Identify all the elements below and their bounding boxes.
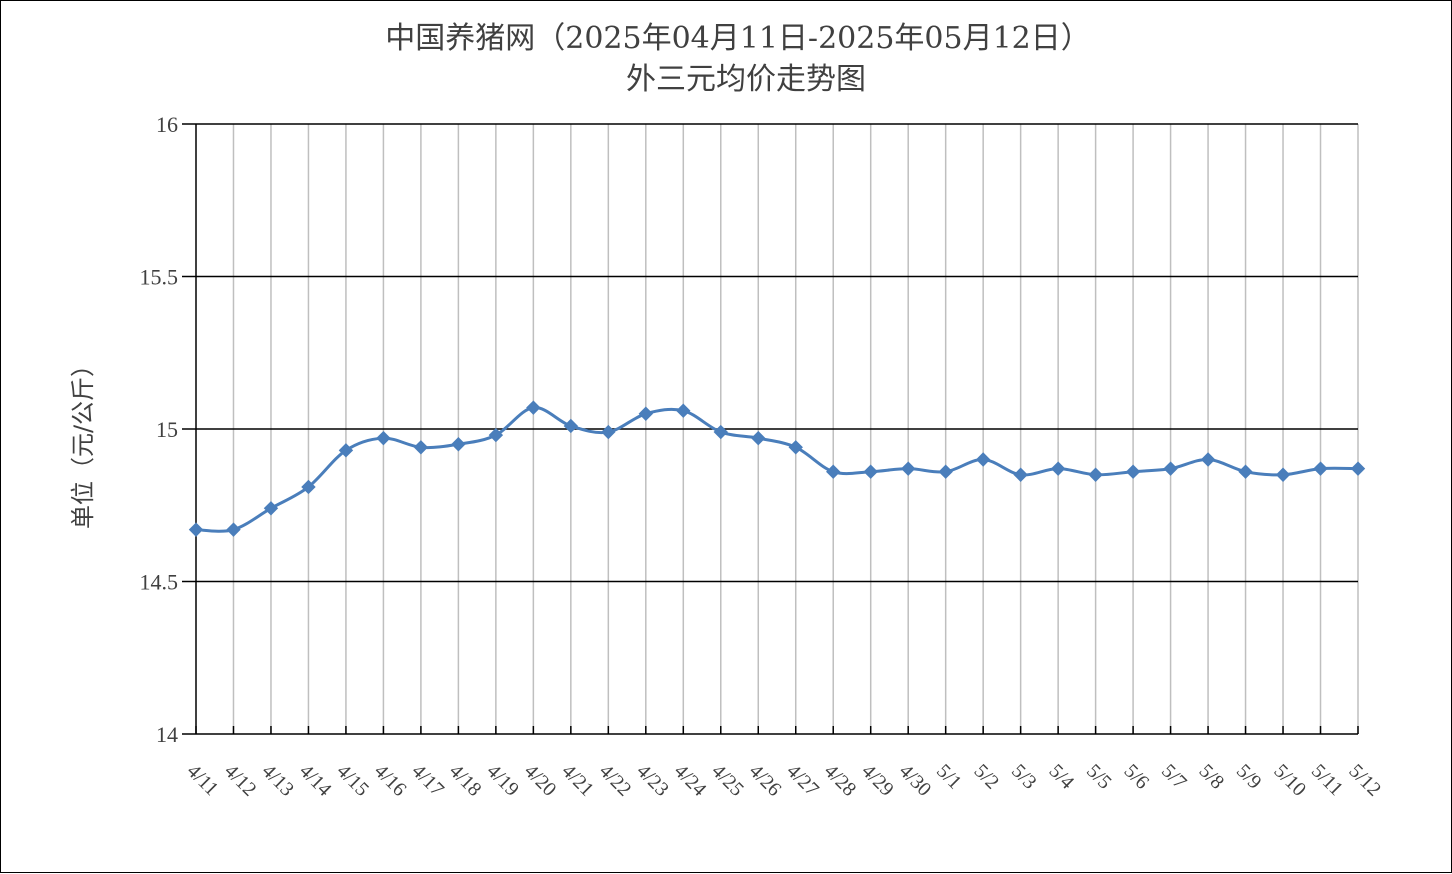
x-tick-label: 5/3: [1007, 760, 1041, 794]
x-tick-label: 4/28: [820, 760, 861, 801]
x-tick-label: 4/19: [482, 760, 523, 801]
data-point: [1088, 467, 1103, 482]
data-point: [863, 464, 878, 479]
x-tick-label: 5/12: [1344, 760, 1385, 801]
data-point: [676, 403, 691, 418]
x-tick-label: 4/13: [257, 760, 298, 801]
x-tick-label: 4/14: [295, 760, 336, 801]
x-tick-label: 5/5: [1082, 760, 1116, 794]
data-point: [826, 464, 841, 479]
chart-subtitle: 外三元均价走势图: [626, 62, 866, 97]
x-tick-label: 4/25: [707, 760, 748, 801]
data-point: [451, 437, 466, 452]
data-point: [788, 440, 803, 455]
x-tick-label: 4/27: [782, 760, 823, 801]
x-tick-label: 4/23: [632, 760, 673, 801]
data-point: [601, 424, 616, 440]
data-point: [563, 418, 579, 434]
data-point: [1275, 467, 1291, 482]
y-tick-label: 16: [156, 112, 178, 137]
data-point: [938, 464, 953, 479]
data-point: [526, 400, 541, 415]
chart-title: 中国养猪网（2025年04月11日-2025年05月12日）: [385, 21, 1091, 56]
y-tick-label: 14.5: [140, 570, 179, 595]
x-tick-label: 5/2: [970, 760, 1004, 794]
data-point: [188, 522, 204, 537]
data-point: [226, 522, 241, 537]
x-tick-label: 5/6: [1120, 760, 1154, 794]
y-tick-label: 14: [156, 722, 178, 747]
data-point: [1313, 461, 1328, 476]
axes: [182, 123, 1359, 735]
data-point: [638, 406, 654, 421]
x-tick-label: 5/9: [1232, 760, 1266, 794]
data-point: [1350, 461, 1366, 476]
x-tick-label: 4/15: [332, 760, 373, 801]
series-layer: [188, 400, 1366, 537]
y-tick-label: 15.5: [140, 265, 179, 290]
y-tick-label: 15: [156, 417, 178, 442]
x-tick-label: 4/29: [857, 760, 898, 801]
x-tick-label: 5/10: [1269, 760, 1310, 801]
x-tick-label: 5/1: [932, 760, 966, 794]
data-point: [413, 440, 429, 455]
data-point: [751, 430, 766, 446]
y-tick-labels: 14 14.5 15 15.5 16: [140, 112, 179, 747]
x-tick-label: 4/26: [745, 760, 786, 801]
data-point: [713, 424, 728, 440]
x-tick-label: 4/16: [370, 760, 411, 801]
data-point: [301, 479, 316, 495]
x-tick-label: 5/7: [1157, 760, 1191, 794]
data-point: [1050, 461, 1066, 476]
x-tick-label: 4/24: [670, 760, 711, 801]
y-axis-label: 单位（元/公斤）: [69, 353, 97, 529]
data-point: [488, 427, 504, 443]
horizontal-gridlines: [196, 123, 1358, 583]
x-tick-label: 4/18: [445, 760, 486, 801]
x-tick-label: 4/12: [220, 760, 261, 801]
data-point: [263, 501, 279, 516]
x-tick-label: 4/22: [595, 760, 636, 801]
data-point: [975, 452, 991, 467]
data-point: [1163, 461, 1178, 476]
x-tick-labels: 4/114/124/134/144/154/164/174/184/194/20…: [182, 760, 1385, 801]
data-point: [1013, 467, 1028, 482]
x-tick-label: 4/20: [520, 760, 561, 801]
x-tick-label: 5/4: [1045, 760, 1079, 794]
data-point: [1238, 464, 1253, 479]
x-tick-label: 5/11: [1307, 760, 1347, 800]
x-tick-label: 4/30: [895, 760, 936, 801]
data-point: [376, 430, 391, 446]
data-point: [900, 461, 916, 476]
x-tick-label: 5/8: [1195, 760, 1229, 794]
data-point: [338, 443, 354, 458]
series-line: [195, 406, 1359, 533]
data-point: [1125, 464, 1141, 479]
x-tick-label: 4/11: [182, 760, 222, 800]
data-point: [1200, 452, 1216, 467]
x-tick-label: 4/21: [557, 760, 598, 801]
x-tick-label: 4/17: [407, 760, 448, 801]
